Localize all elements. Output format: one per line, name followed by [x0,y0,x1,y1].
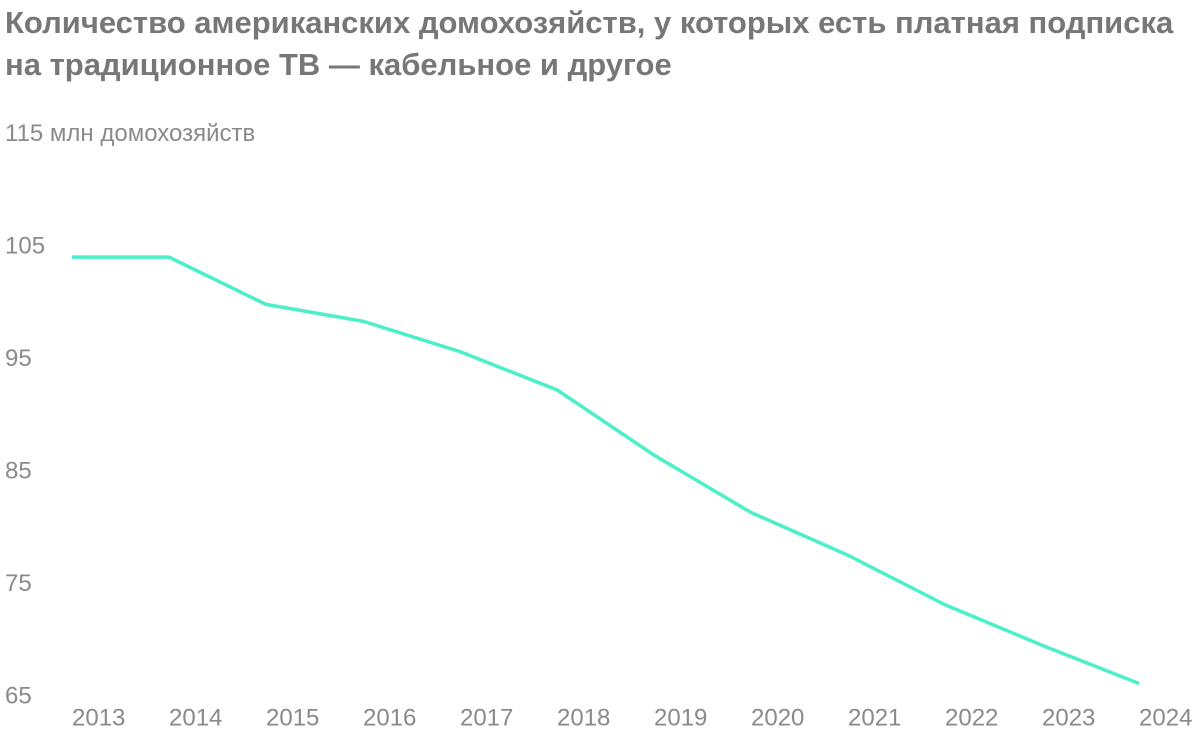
x-tick-label: 2018 [557,704,610,731]
y-tick-label: 85 [5,457,32,484]
x-tick-label: 2019 [654,704,707,731]
x-tick-label: 2023 [1042,704,1095,731]
x-tick-label: 2016 [363,704,416,731]
y-tick-label: 115 млн домохозяйств [5,120,255,147]
y-tick-label: 75 [5,570,32,597]
x-tick-label: 2021 [848,704,901,731]
y-tick-label: 105 [5,232,45,259]
chart-title: Количество американских домохозяйств, у … [5,5,1174,82]
x-tick-label: 2015 [266,704,319,731]
x-tick-label: 2024 [1139,704,1192,731]
x-tick-label: 2020 [751,704,804,731]
y-tick-label: 65 [5,682,32,709]
x-tick-label: 2014 [169,704,222,731]
x-tick-label: 2022 [945,704,998,731]
y-tick-label: 95 [5,345,32,372]
data-line [72,255,1140,686]
x-tick-label: 2017 [460,704,513,731]
x-tick-label: 2013 [72,704,125,731]
